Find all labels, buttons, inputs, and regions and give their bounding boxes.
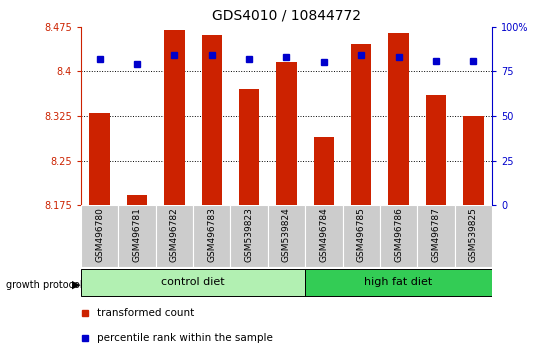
Bar: [127, 195, 148, 205]
Bar: [276, 62, 297, 205]
Bar: [230, 205, 268, 267]
Bar: [343, 205, 380, 267]
Bar: [314, 137, 334, 205]
Text: GSM496785: GSM496785: [357, 207, 366, 262]
Bar: [454, 205, 492, 267]
Text: transformed count: transformed count: [97, 308, 195, 318]
Bar: [380, 205, 417, 267]
Bar: [239, 89, 259, 205]
Text: control diet: control diet: [162, 277, 225, 287]
Text: GSM496781: GSM496781: [132, 207, 141, 262]
Bar: [463, 116, 484, 205]
Text: high fat diet: high fat diet: [364, 277, 433, 287]
Text: GSM496783: GSM496783: [207, 207, 216, 262]
Bar: [389, 33, 409, 205]
Bar: [164, 29, 184, 205]
Bar: [351, 44, 372, 205]
Text: ▶: ▶: [72, 280, 80, 290]
Bar: [193, 205, 230, 267]
Bar: [119, 205, 156, 267]
Text: percentile rank within the sample: percentile rank within the sample: [97, 333, 273, 343]
Text: GSM539824: GSM539824: [282, 207, 291, 262]
Text: GSM539825: GSM539825: [469, 207, 478, 262]
Text: GSM496780: GSM496780: [95, 207, 104, 262]
Bar: [305, 205, 343, 267]
Bar: [81, 205, 119, 267]
Text: growth protocol: growth protocol: [6, 280, 82, 290]
Text: GSM496784: GSM496784: [319, 207, 328, 262]
Bar: [268, 205, 305, 267]
Text: GSM539823: GSM539823: [245, 207, 254, 262]
Text: GSM496787: GSM496787: [432, 207, 440, 262]
Bar: [305, 269, 492, 296]
Bar: [156, 205, 193, 267]
Bar: [81, 269, 305, 296]
Bar: [89, 113, 110, 205]
Title: GDS4010 / 10844772: GDS4010 / 10844772: [212, 8, 361, 23]
Bar: [425, 95, 446, 205]
Bar: [417, 205, 454, 267]
Text: GSM496786: GSM496786: [394, 207, 403, 262]
Bar: [201, 35, 222, 205]
Text: GSM496782: GSM496782: [170, 207, 179, 262]
